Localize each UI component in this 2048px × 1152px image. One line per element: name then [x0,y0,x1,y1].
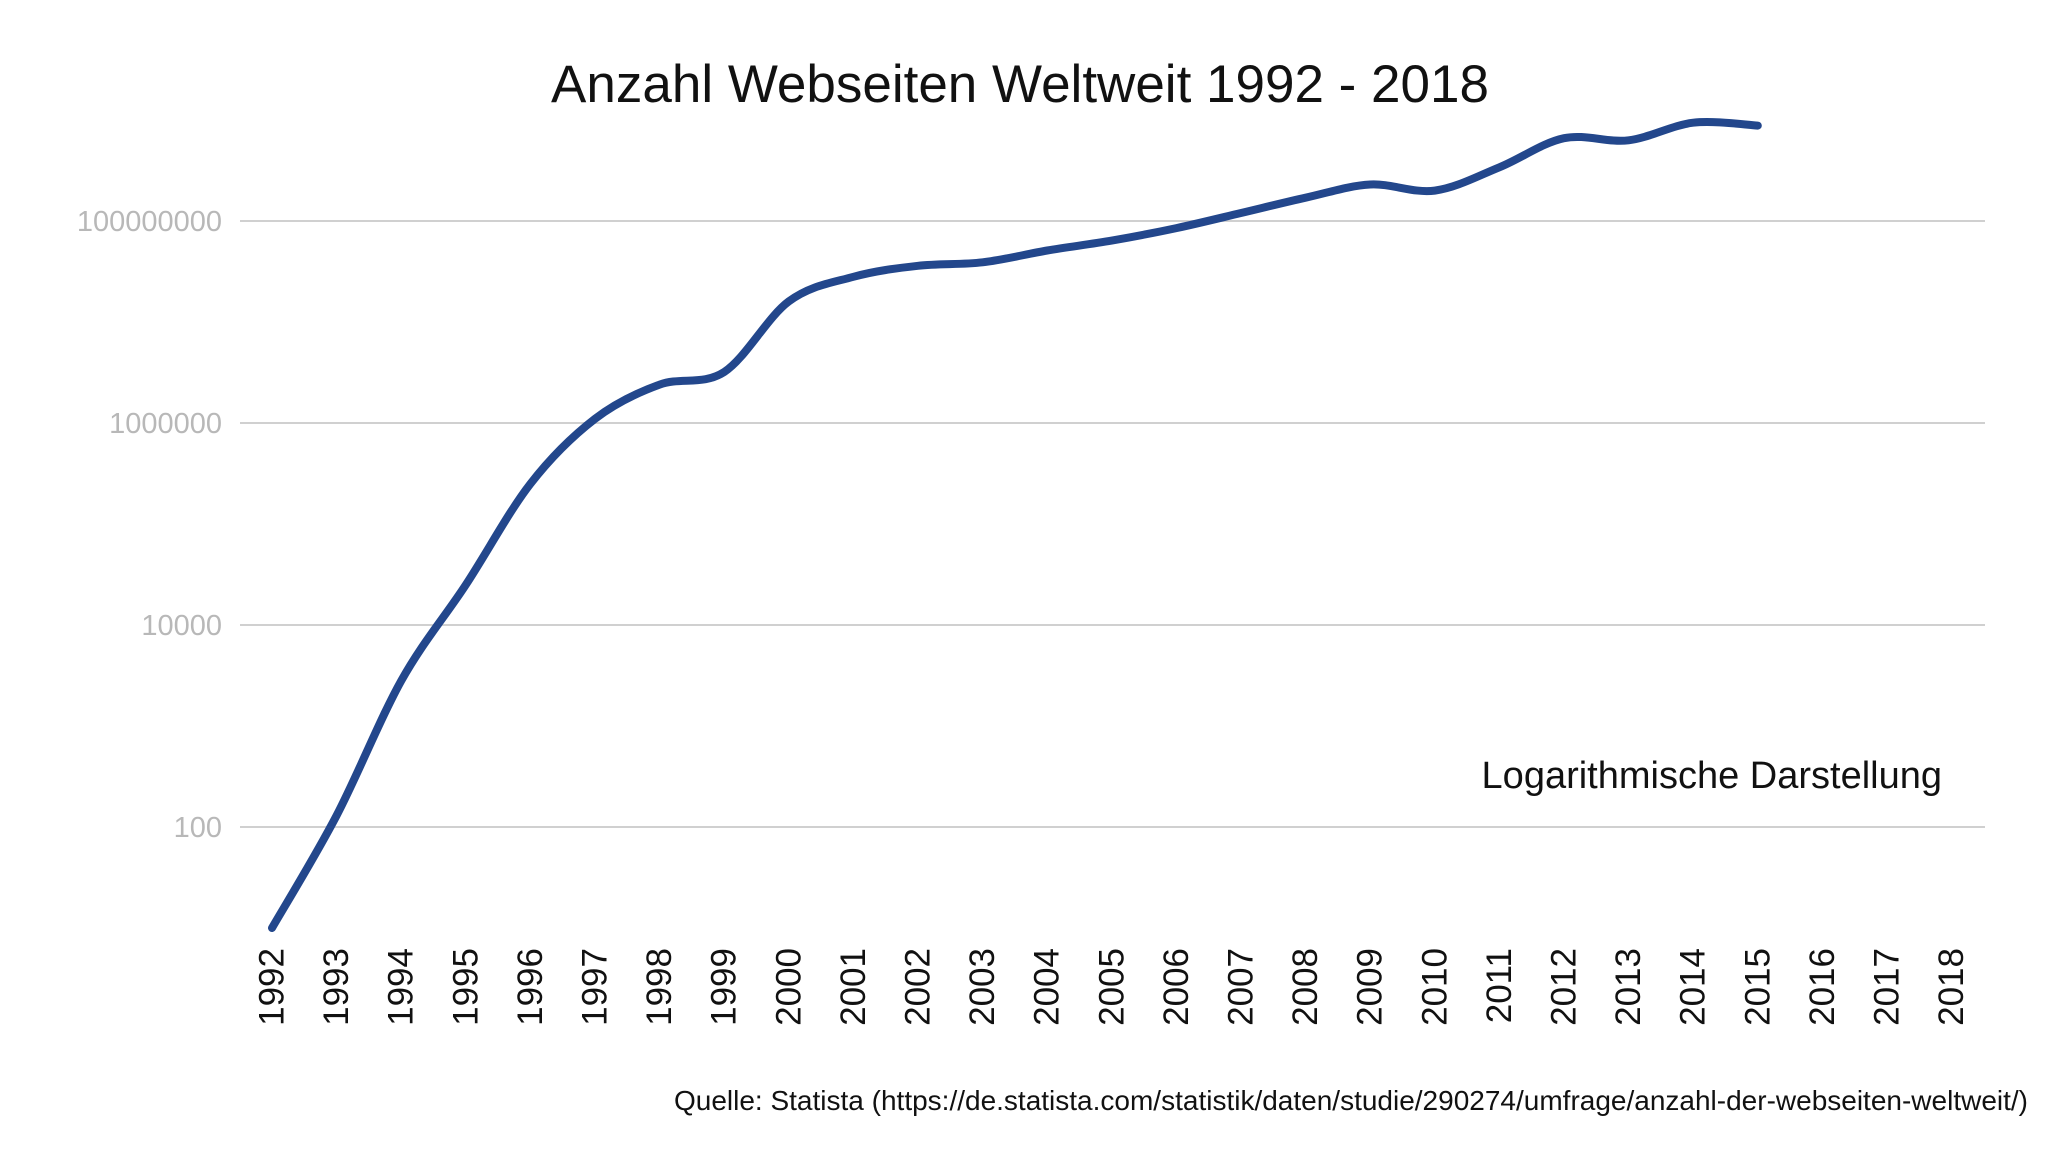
series-line [268,118,1762,932]
gridlines [240,220,1985,828]
x-tick-label: 2018 [1932,948,1971,1026]
y-axis-tick-labels: 100 10000 1000000 100000000 [77,206,222,844]
x-axis-tick-labels: 1992 1993 1994 1995 1996 1997 1998 1999 2000 2001… [253,948,1972,1026]
y-tick-label: 100000000 [77,206,222,238]
x-tick-label: 2001 [834,948,873,1026]
x-tick-label: 2017 [1868,948,1907,1026]
x-tick-label: 2014 [1674,948,1713,1026]
x-tick-label: 1998 [640,948,679,1026]
x-tick-label: 2016 [1803,948,1842,1026]
x-tick-label: 2005 [1092,948,1131,1026]
x-tick-label: 1993 [317,948,356,1026]
x-tick-label: 2010 [1415,948,1454,1026]
x-tick-label: 2009 [1351,948,1390,1026]
source-note: Quelle: Statista (https://de.statista.co… [674,1085,2028,1116]
x-tick-label: 1995 [446,948,485,1026]
x-tick-label: 2013 [1609,948,1648,1026]
x-tick-label: 2003 [963,948,1002,1026]
x-tick-label: 2008 [1286,948,1325,1026]
x-tick-label: 2000 [769,948,808,1026]
x-tick-label: 2015 [1738,948,1777,1026]
x-tick-label: 2012 [1545,948,1584,1026]
x-tick-label: 1997 [576,948,615,1026]
y-tick-label: 100 [174,812,222,844]
chart-annotation: Logarithmische Darstellung [1482,755,1942,797]
x-tick-label: 2011 [1480,948,1519,1023]
y-tick-label: 1000000 [109,408,222,440]
x-tick-label: 2004 [1028,948,1067,1026]
x-tick-label: 1994 [382,948,421,1026]
x-tick-label: 1992 [253,948,292,1026]
x-tick-label: 2007 [1222,948,1261,1026]
x-tick-label: 2002 [899,948,938,1026]
x-tick-label: 1996 [511,948,550,1026]
y-tick-label: 10000 [141,610,222,642]
x-tick-label: 2006 [1157,948,1196,1026]
chart-title: Anzahl Webseiten Weltweit 1992 - 2018 [551,55,1489,114]
x-tick-label: 1999 [705,948,744,1026]
series-layer [268,118,1762,932]
